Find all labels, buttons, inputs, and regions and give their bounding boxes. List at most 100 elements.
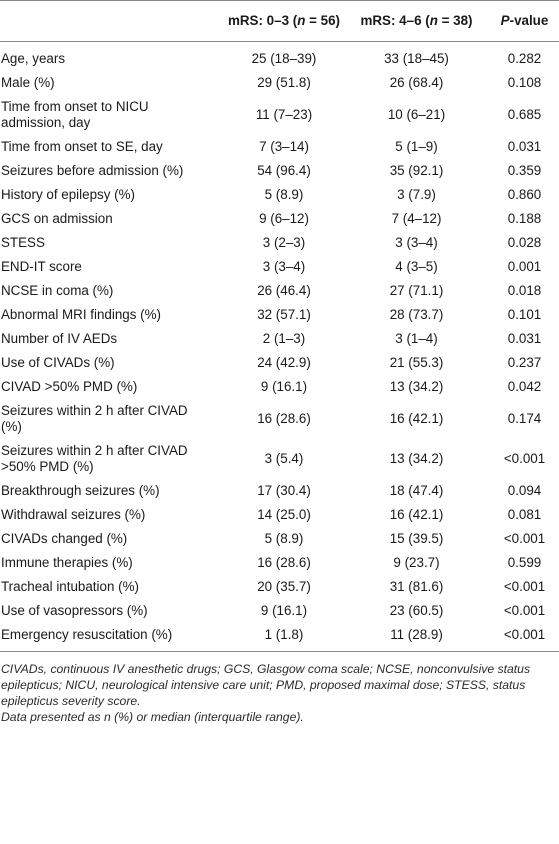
row-value-mrs-4-6: 3 (7.9)	[397, 187, 436, 202]
row-value-mrs-4-6: 4 (3–5)	[395, 259, 438, 274]
row-label: GCS on admission	[1, 211, 113, 226]
row-value-mrs-0-3: 14 (25.0)	[257, 507, 311, 522]
row-label: Emergency resuscitation (%)	[0, 623, 221, 652]
row-label: Abnormal MRI findings (%)	[1, 307, 161, 322]
row-value-mrs-4-6: 13 (34.2)	[389, 451, 444, 466]
table-row: GCS on admission 9 (6–12) 7 (4–12) 0.188	[0, 207, 559, 231]
row-value-mrs-0-3: 2 (1–3)	[262, 331, 306, 346]
row-p-value: <0.001	[490, 623, 559, 652]
row-value-mrs-0-3: 3 (5.4)	[264, 451, 304, 466]
table-header: mRS: 0–3 (n = 56) mRS: 4–6 (n = 38) P-va…	[0, 0, 559, 42]
header-mrs-0-3: mRS: 0–3 (n = 56)	[221, 0, 343, 42]
row-label: Seizures within 2 h after CIVAD >50% PMD…	[1, 443, 188, 474]
row-value-mrs-4-6: 21 (55.3)	[389, 355, 444, 370]
row-p-value: <0.001	[503, 603, 546, 618]
row-p-value: 0.001	[507, 259, 542, 274]
row-value-mrs-0-3: 20 (35.7)	[257, 579, 311, 594]
row-value-mrs-0-3: 3 (3–4)	[262, 259, 306, 274]
row-label: CIVADs changed (%)	[1, 531, 128, 546]
row-value-mrs-0-3: 9 (16.1)	[260, 603, 308, 618]
row-p-value: 0.094	[507, 483, 542, 498]
row-value-mrs-4-6: 9 (23.7)	[393, 555, 440, 570]
table-container: mRS: 0–3 (n = 56) mRS: 4–6 (n = 38) P-va…	[0, 0, 559, 725]
table-row: Time from onset to SE, day 7 (3–14) 5 (1–9…	[0, 135, 559, 159]
row-value-mrs-4-6: 31 (81.6)	[389, 579, 444, 594]
table-row: Seizures within 2 h after CIVAD (%) 16 (2…	[0, 399, 559, 439]
table-row: Abnormal MRI findings (%) 32 (57.1) 28 (73…	[0, 303, 559, 327]
row-value-mrs-4-6: 11 (28.9)	[343, 623, 490, 652]
row-label: Immune therapies (%)	[1, 555, 133, 570]
table-row: Breakthrough seizures (%) 17 (30.4) 18 (47…	[0, 479, 559, 503]
row-value-mrs-4-6: 3 (3–4)	[395, 235, 438, 250]
row-value-mrs-0-3: 25 (18–39)	[251, 51, 317, 66]
row-value-mrs-0-3: 17 (30.4)	[257, 483, 311, 498]
table-row: Male (%) 29 (51.8) 26 (68.4) 0.108	[0, 71, 559, 95]
table-footnotes: CIVADs, continuous IV anesthetic drugs; …	[0, 652, 559, 725]
row-label: Withdrawal seizures (%)	[1, 507, 146, 522]
table-row: Number of IV AEDs 2 (1–3) 3 (1–4) 0.031	[0, 327, 559, 351]
row-label: Seizures within 2 h after CIVAD (%)	[1, 403, 188, 434]
row-p-value: 0.860	[507, 187, 542, 202]
row-value-mrs-0-3: 24 (42.9)	[257, 355, 311, 370]
row-p-value: 0.599	[507, 555, 542, 570]
row-value-mrs-0-3: 1 (1.8)	[221, 623, 343, 652]
row-value-mrs-0-3: 5 (8.9)	[264, 531, 304, 546]
table-row: CIVAD >50% PMD (%) 9 (16.1) 13 (34.2) 0.042	[0, 375, 559, 399]
row-label: Number of IV AEDs	[1, 331, 118, 346]
row-value-mrs-4-6: 5 (1–9)	[395, 139, 438, 154]
row-p-value: 0.018	[507, 283, 542, 298]
row-p-value: 0.101	[507, 307, 542, 322]
row-p-value: 0.237	[507, 355, 542, 370]
row-value-mrs-4-6: 16 (42.1)	[389, 411, 444, 426]
table-row: Seizures within 2 h after CIVAD >50% PMD…	[0, 439, 559, 479]
table-row: NCSE in coma (%) 26 (46.4) 27 (71.1) 0.018	[0, 279, 559, 303]
table-row: Emergency resuscitation (%) 1 (1.8) 11 (28…	[0, 623, 559, 652]
row-label: History of epilepsy (%)	[1, 187, 135, 202]
row-value-mrs-4-6: 35 (92.1)	[389, 163, 444, 178]
row-p-value: 0.359	[507, 163, 542, 178]
row-label: NCSE in coma (%)	[1, 283, 114, 298]
footnote-data-note: Data presented as n (%) or median (inter…	[1, 710, 304, 724]
row-value-mrs-4-6: 13 (34.2)	[389, 379, 444, 394]
table-row: Use of vasopressors (%) 9 (16.1) 23 (60.5)…	[0, 599, 559, 623]
row-label: Male (%)	[1, 75, 55, 90]
row-p-value: 0.042	[507, 379, 542, 394]
header-variable	[0, 0, 221, 42]
row-p-value: 0.188	[507, 211, 542, 226]
row-p-value: 0.031	[507, 331, 542, 346]
row-value-mrs-0-3: 11 (7–23)	[255, 107, 313, 122]
outcome-comparison-table: mRS: 0–3 (n = 56) mRS: 4–6 (n = 38) P-va…	[0, 0, 559, 652]
row-label: Time from onset to SE, day	[1, 139, 163, 154]
table-row: Time from onset to NICU admission, day 11…	[0, 95, 559, 135]
row-p-value: 0.174	[507, 411, 542, 426]
row-value-mrs-4-6: 18 (47.4)	[389, 483, 444, 498]
row-p-value: 0.108	[507, 75, 542, 90]
row-label: Time from onset to NICU admission, day	[1, 99, 149, 130]
row-value-mrs-4-6: 15 (39.5)	[389, 531, 444, 546]
row-p-value: 0.031	[507, 139, 542, 154]
row-value-mrs-4-6: 3 (1–4)	[395, 331, 438, 346]
table-row: Use of CIVADs (%) 24 (42.9) 21 (55.3) 0.237	[0, 351, 559, 375]
row-label: END-IT score	[1, 259, 82, 274]
table-body: Age, years 25 (18–39) 33 (18–45) 0.282 Male …	[0, 42, 559, 652]
row-value-mrs-4-6: 28 (73.7)	[389, 307, 444, 322]
table-row: Age, years 25 (18–39) 33 (18–45) 0.282	[0, 42, 559, 72]
row-label: Breakthrough seizures (%)	[1, 483, 160, 498]
row-value-mrs-4-6: 16 (42.1)	[389, 507, 444, 522]
row-label: Seizures before admission (%)	[1, 163, 184, 178]
table-row: Seizures before admission (%) 54 (96.4) 35…	[0, 159, 559, 183]
table-row: History of epilepsy (%) 5 (8.9) 3 (7.9) 0.8…	[0, 183, 559, 207]
row-value-mrs-4-6: 23 (60.5)	[389, 603, 444, 618]
footnote-abbreviations: CIVADs, continuous IV anesthetic drugs; …	[1, 662, 531, 708]
row-value-mrs-4-6: 27 (71.1)	[389, 283, 444, 298]
row-p-value: 0.028	[507, 235, 542, 250]
row-p-value: 0.282	[507, 51, 542, 66]
header-p-value: P-value	[490, 0, 559, 42]
row-label: Use of CIVADs (%)	[1, 355, 115, 370]
table-row: Immune therapies (%) 16 (28.6) 9 (23.7) 0.5…	[0, 551, 559, 575]
row-p-value: 0.081	[507, 507, 542, 522]
row-p-value: <0.001	[503, 451, 546, 466]
row-p-value: 0.685	[507, 107, 542, 122]
row-p-value: <0.001	[503, 531, 546, 546]
table-row: END-IT score 3 (3–4) 4 (3–5) 0.001	[0, 255, 559, 279]
